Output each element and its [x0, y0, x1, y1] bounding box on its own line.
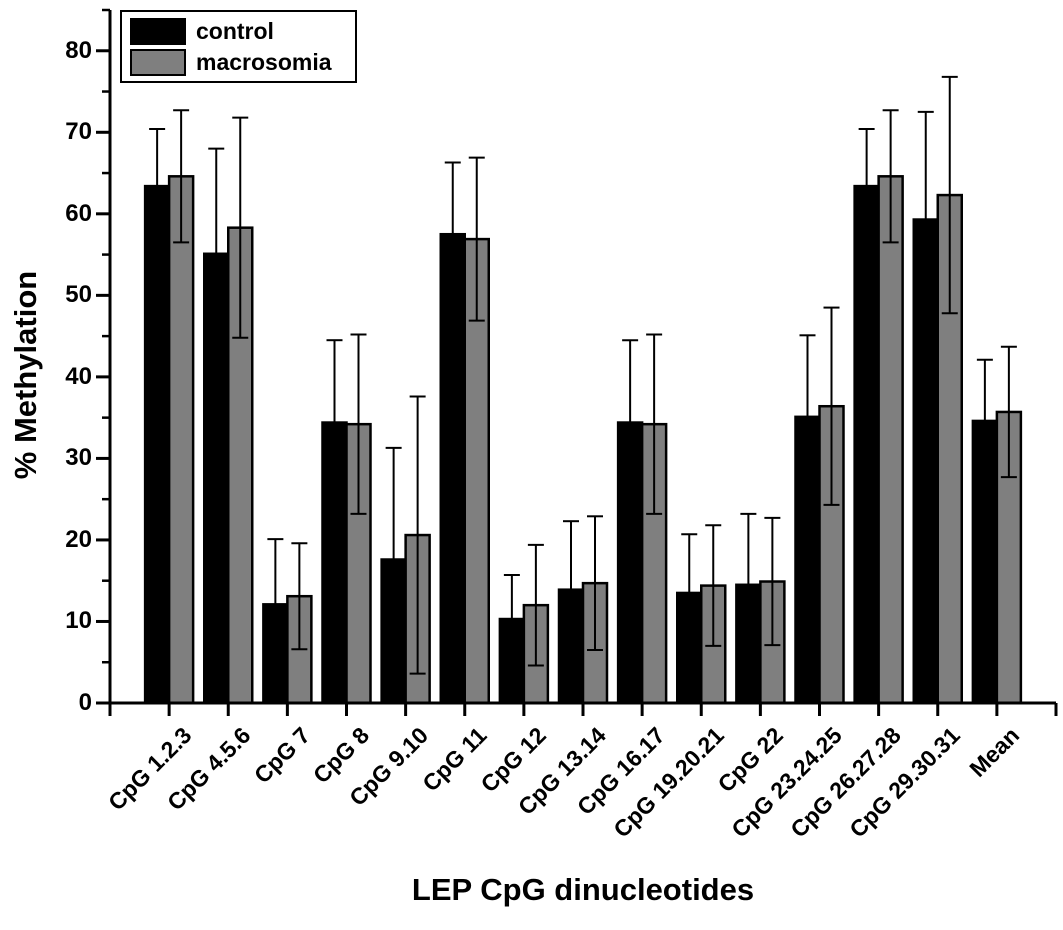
y-tick-label: 20	[65, 525, 92, 553]
y-tick-label: 40	[65, 362, 92, 390]
y-tick-label: 60	[65, 199, 92, 227]
legend-label-macrosomia: macrosomia	[196, 48, 332, 75]
bar-macrosomia	[167, 175, 195, 705]
legend-item-macrosomia: macrosomia	[130, 48, 355, 77]
y-tick-label: 70	[65, 118, 92, 146]
bar-control	[853, 184, 880, 705]
legend-item-control: control	[130, 17, 355, 46]
legend-swatch-control	[130, 17, 186, 45]
legend-swatch-macrosomia	[130, 48, 186, 76]
legend: control macrosomia	[120, 10, 357, 83]
y-tick-label: 80	[65, 36, 92, 64]
y-tick-label: 0	[78, 689, 92, 716]
y-tick-label: 50	[65, 281, 92, 309]
legend-label-control: control	[196, 17, 274, 44]
bar-macrosomia	[877, 175, 904, 705]
y-tick-label: 10	[65, 607, 92, 635]
bar-control	[143, 184, 171, 705]
y-tick-label: 30	[65, 444, 92, 472]
x-axis-title: LEP CpG dinucleotides	[411, 872, 755, 907]
